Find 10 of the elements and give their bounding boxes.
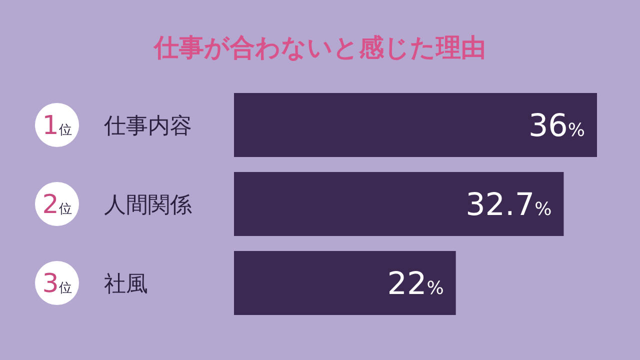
data-label: 22% (387, 266, 444, 302)
data-label: 36% (528, 108, 585, 144)
y-tick-label: 仕事内容 (103, 114, 192, 139)
y-tick-label: 人間関係 (104, 193, 192, 218)
chart-title: 仕事が合わないと感じた理由 (153, 33, 486, 62)
text: 2位 (42, 190, 72, 220)
data-label: 32.7% (466, 187, 552, 223)
text: 1位 (42, 111, 72, 141)
y-tick-label: 社風 (104, 272, 148, 297)
text: 3位 (42, 269, 72, 299)
